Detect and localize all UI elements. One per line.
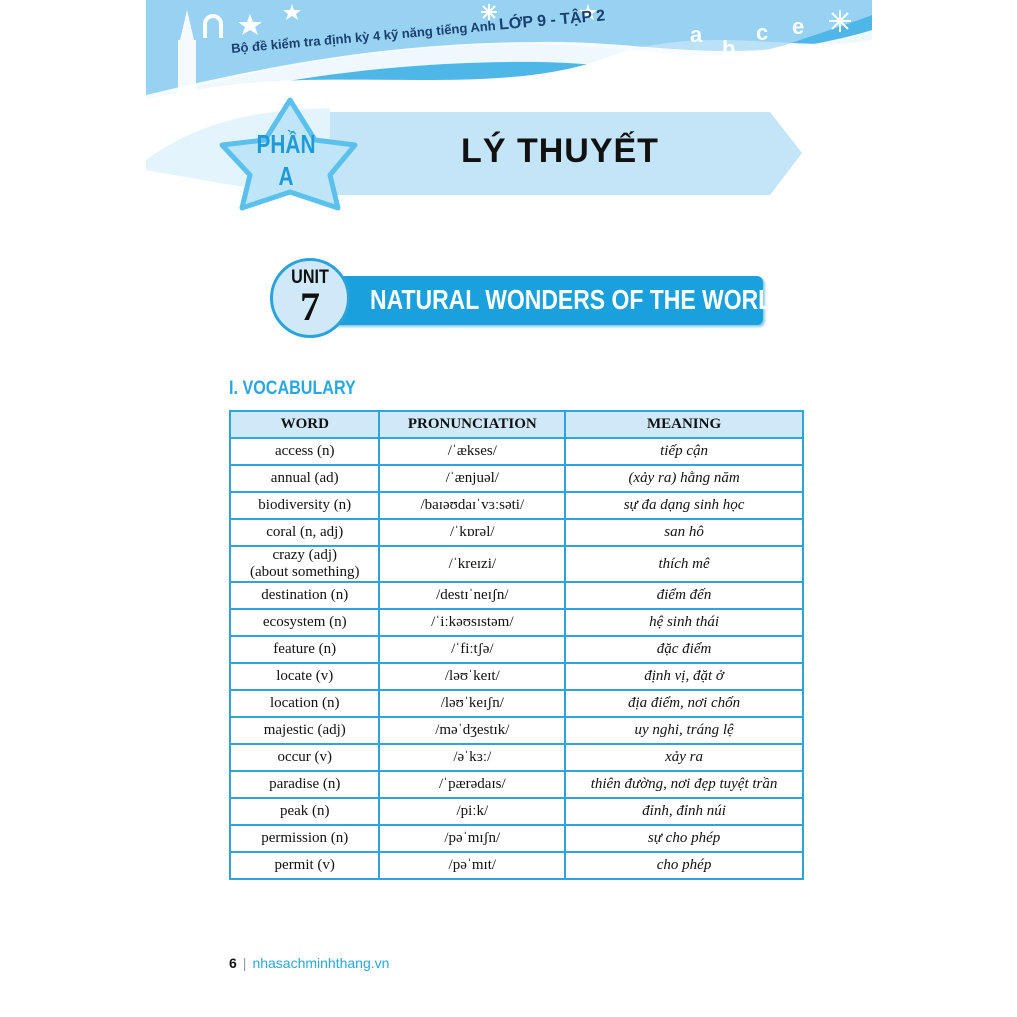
cell-pronunciation: /ˈænjuəl/	[378, 464, 567, 493]
part-banner-arrow	[330, 112, 802, 195]
cell-pronunciation: /ˈfiːtʃə/	[378, 635, 567, 664]
table-row: majestic (adj)/məˈdʒestɪk/uy nghi, tráng…	[228, 716, 804, 745]
cell-pronunciation: /ˈpærədaɪs/	[378, 770, 567, 799]
decor-letters: a b c e	[690, 14, 804, 61]
footer-separator: |	[242, 955, 247, 971]
cell-meaning: sự đa dạng sinh học	[564, 491, 804, 520]
cell-meaning: (xảy ra) hằng năm	[564, 464, 804, 493]
cell-pronunciation: /ˈækses/	[378, 437, 567, 466]
table-row: destination (n)/destɪˈneɪʃn/điểm đến	[228, 581, 804, 610]
cell-meaning: hệ sinh thái	[564, 608, 804, 637]
cell-word: crazy (adj) (about something)	[228, 545, 381, 583]
cell-meaning: đặc điểm	[564, 635, 804, 664]
decor-letter-a: a	[690, 22, 703, 47]
cell-pronunciation: /piːk/	[378, 797, 567, 826]
cell-word: occur (v)	[228, 743, 381, 772]
table-row: biodiversity (n)/baɪəʊdaɪˈvɜːsəti/sự đa …	[228, 491, 804, 520]
cell-word: access (n)	[228, 437, 381, 466]
cell-word: annual (ad)	[228, 464, 381, 493]
magnet-icon	[203, 14, 223, 38]
table-row: permission (n)/pəˈmɪʃn/sự cho phép	[228, 824, 804, 853]
unit-number: 7	[300, 284, 320, 329]
part-title: LÝ THUYẾT	[461, 132, 659, 170]
website-link[interactable]: nhasachminhthang.vn	[252, 955, 390, 971]
cell-meaning: tiếp cận	[564, 437, 804, 466]
cell-meaning: uy nghi, tráng lệ	[564, 716, 804, 745]
cell-pronunciation: /baɪəʊdaɪˈvɜːsəti/	[378, 491, 567, 520]
part-star-badge	[219, 97, 358, 211]
vocabulary-table: WORD PRONUNCIATION MEANING access (n)/ˈæ…	[228, 410, 804, 880]
table-row: locate (v)/ləʊˈkeɪt/định vị, đặt ở	[228, 662, 804, 691]
cell-word: peak (n)	[228, 797, 381, 826]
table-header-row: WORD PRONUNCIATION MEANING	[228, 410, 804, 439]
cell-meaning: san hô	[564, 518, 804, 547]
cell-pronunciation: /ˈkɒrəl/	[378, 518, 567, 547]
cell-meaning: thích mê	[564, 545, 804, 583]
table-row: paradise (n)/ˈpærədaɪs/thiên đường, nơi …	[228, 770, 804, 799]
decor-letter-e: e	[792, 14, 804, 39]
header-pronunciation: PRONUNCIATION	[378, 410, 567, 439]
cell-word: permission (n)	[228, 824, 381, 853]
cell-pronunciation: /ˈiːkəʊsɪstəm/	[378, 608, 567, 637]
cell-word: coral (n, adj)	[228, 518, 381, 547]
cell-word: location (n)	[228, 689, 381, 718]
cell-meaning: điểm đến	[564, 581, 804, 610]
cell-word: ecosystem (n)	[228, 608, 381, 637]
cell-pronunciation: /məˈdʒestɪk/	[378, 716, 567, 745]
table-row: crazy (adj) (about something)/ˈkreɪzi/th…	[228, 545, 804, 583]
page-number: 6	[229, 955, 237, 971]
cell-pronunciation: /ləʊˈkeɪt/	[378, 662, 567, 691]
cell-word: majestic (adj)	[228, 716, 381, 745]
table-row: coral (n, adj)/ˈkɒrəl/san hô	[228, 518, 804, 547]
table-row: feature (n)/ˈfiːtʃə/đặc điểm	[228, 635, 804, 664]
cell-word: biodiversity (n)	[228, 491, 381, 520]
cell-meaning: sự cho phép	[564, 824, 804, 853]
star-icon	[238, 4, 597, 35]
cell-meaning: xảy ra	[564, 743, 804, 772]
table-row: occur (v)/əˈkɜː/xảy ra	[228, 743, 804, 772]
footer: 6 | nhasachminhthang.vn	[229, 955, 389, 971]
cell-pronunciation: /əˈkɜː/	[378, 743, 567, 772]
cell-word: destination (n)	[228, 581, 381, 610]
cell-meaning: đỉnh, đỉnh núi	[564, 797, 804, 826]
unit-banner: NATURAL WONDERS OF THE WORLD	[330, 276, 789, 325]
header-word: WORD	[228, 410, 381, 439]
table-row: permit (v)/pəˈmɪt/cho phép	[228, 851, 804, 880]
table-row: access (n)/ˈækses/tiếp cận	[228, 437, 804, 466]
cell-word: feature (n)	[228, 635, 381, 664]
cell-word: paradise (n)	[228, 770, 381, 799]
cell-word: locate (v)	[228, 662, 381, 691]
cell-meaning: cho phép	[564, 851, 804, 880]
cell-word: permit (v)	[228, 851, 381, 880]
part-label: PHẦN A	[256, 129, 316, 191]
tower-icon	[178, 10, 196, 120]
snowflake-icon	[481, 4, 851, 32]
decor-letter-c: c	[756, 20, 768, 45]
table-row: peak (n)/piːk/đỉnh, đỉnh núi	[228, 797, 804, 826]
cell-pronunciation: /ləʊˈkeɪʃn/	[378, 689, 567, 718]
cell-meaning: thiên đường, nơi đẹp tuyệt trần	[564, 770, 804, 799]
table-row: location (n)/ləʊˈkeɪʃn/địa điểm, nơi chố…	[228, 689, 804, 718]
header-meaning: MEANING	[564, 410, 804, 439]
cell-meaning: địa điểm, nơi chốn	[564, 689, 804, 718]
table-row: ecosystem (n)/ˈiːkəʊsɪstəm/hệ sinh thái	[228, 608, 804, 637]
unit-label: UNIT	[291, 267, 329, 288]
unit-badge: UNIT 7	[270, 258, 350, 338]
cell-pronunciation: /destɪˈneɪʃn/	[378, 581, 567, 610]
cell-pronunciation: /ˈkreɪzi/	[378, 545, 567, 583]
table-row: annual (ad)/ˈænjuəl/(xảy ra) hằng năm	[228, 464, 804, 493]
section-title: I. VOCABULARY	[229, 378, 356, 399]
cell-pronunciation: /pəˈmɪt/	[378, 851, 567, 880]
unit-title: NATURAL WONDERS OF THE WORLD	[370, 284, 789, 315]
cell-meaning: định vị, đặt ở	[564, 662, 804, 691]
decor-letter-b: b	[722, 36, 735, 61]
cell-pronunciation: /pəˈmɪʃn/	[378, 824, 567, 853]
